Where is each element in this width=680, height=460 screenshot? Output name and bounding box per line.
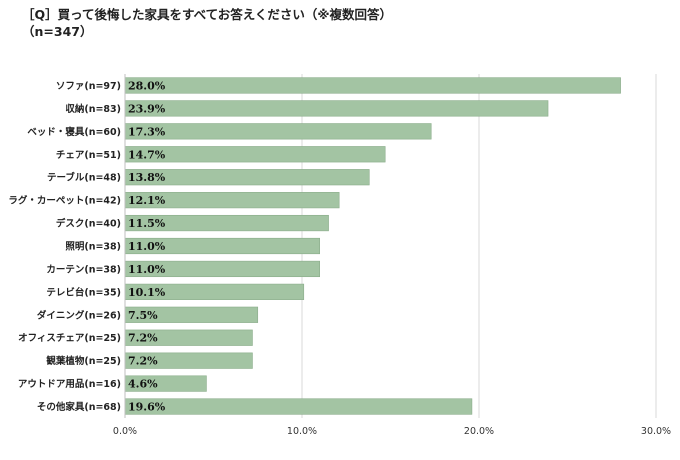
bar-value-label: 7.5%: [128, 309, 158, 322]
category-label: オフィスチェア(n=25): [18, 333, 121, 344]
bar: [124, 100, 549, 117]
category-label: アウトドア用品(n=16): [18, 379, 121, 390]
bar-value-label: 17.3%: [128, 125, 166, 138]
category-label: チェア(n=51): [56, 150, 121, 161]
bar-value-label: 7.2%: [128, 332, 158, 345]
bar-value-label: 7.2%: [128, 355, 158, 368]
category-label: デスク(n=40): [56, 218, 121, 230]
bar-value-label: 19.6%: [128, 401, 166, 414]
bar: [124, 123, 432, 140]
bar-value-label: 14.7%: [128, 148, 166, 161]
category-label: その他家具(n=68): [37, 401, 121, 413]
bar-value-label: 10.1%: [128, 286, 166, 299]
category-label: 照明(n=38): [65, 242, 121, 253]
category-label: 観葉植物(n=25): [46, 355, 121, 367]
category-label: カーテン(n=38): [46, 264, 121, 275]
category-label: テーブル(n=48): [47, 172, 121, 184]
category-label: 収納(n=83): [65, 103, 121, 115]
category-label: テレビ台(n=35): [46, 286, 121, 298]
x-tick-label: 0.0%: [113, 426, 137, 437]
bar: [124, 77, 621, 94]
category-label: ダイニング(n=26): [37, 309, 121, 321]
bar-value-label: 11.5%: [128, 217, 166, 230]
bar-value-label: 11.0%: [128, 263, 166, 276]
category-label: ソファ(n=97): [56, 81, 121, 92]
bar-value-label: 13.8%: [128, 171, 166, 184]
bar-value-label: 11.0%: [128, 240, 166, 253]
bar: [124, 398, 473, 415]
bar-value-label: 12.1%: [128, 194, 166, 207]
bar-value-label: 23.9%: [128, 102, 166, 115]
category-label: ラグ・カーペット(n=42): [8, 195, 121, 207]
chart-title-sample-size: （n=347）: [22, 24, 93, 39]
chart-title-question: ［Q］買って後悔した家具をすべてお答えください（※複数回答）: [22, 7, 393, 22]
x-tick-label: 30.0%: [641, 426, 671, 437]
category-label: ベッド・寝具(n=60): [27, 126, 121, 138]
chart-title: ［Q］買って後悔した家具をすべてお答えください（※複数回答） （n=347）: [22, 6, 392, 40]
x-tick-label: 20.0%: [464, 426, 494, 437]
bar-value-label: 28.0%: [128, 79, 166, 92]
bar-value-label: 4.6%: [128, 378, 158, 391]
x-tick-label: 10.0%: [287, 426, 317, 437]
